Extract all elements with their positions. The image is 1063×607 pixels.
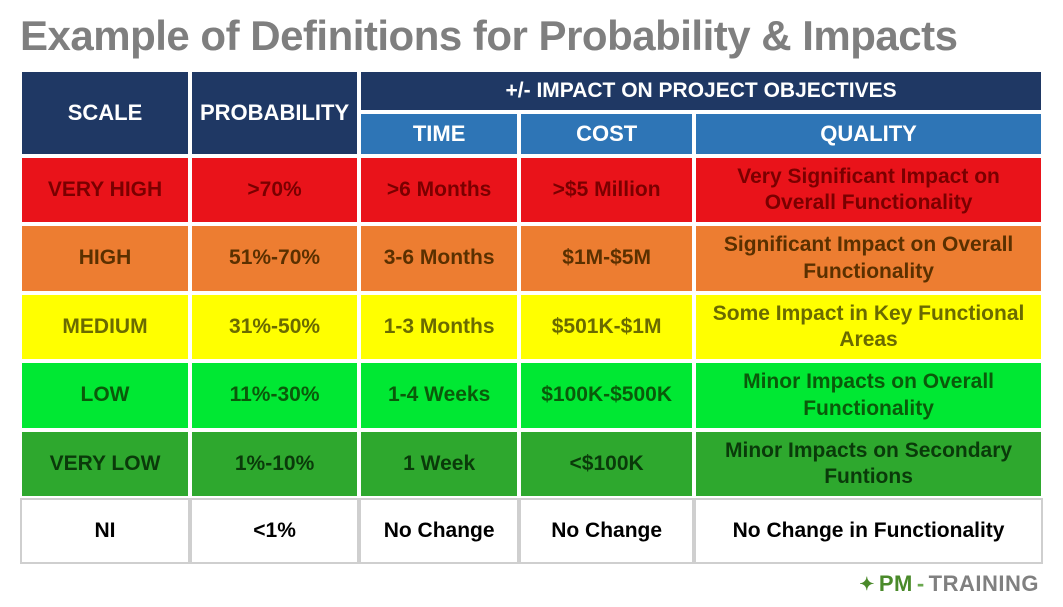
header-time: TIME [359,112,519,156]
logo-pm: PM [879,571,913,597]
cell-prob: 1%-10% [190,430,359,499]
table-row: VERY LOW 1%-10% 1 Week <$100K Minor Impa… [20,430,1043,499]
cell-scale: NI [20,498,190,564]
cell-cost: $100K-$500K [519,361,694,430]
cell-quality: Very Significant Impact on Overall Funct… [694,156,1043,225]
cell-prob: >70% [190,156,359,225]
cell-cost: $1M-$5M [519,224,694,293]
cell-prob: 11%-30% [190,361,359,430]
cell-scale: MEDIUM [20,293,190,362]
brand-logo: ✦ PM-TRAINING [859,571,1039,597]
cell-cost: No Change [519,498,694,564]
cell-scale: VERY HIGH [20,156,190,225]
cell-time: 1 Week [359,430,519,499]
header-scale: SCALE [20,70,190,156]
cell-prob: 31%-50% [190,293,359,362]
table-row: HIGH 51%-70% 3-6 Months $1M-$5M Signific… [20,224,1043,293]
page-title: Example of Definitions for Probability &… [20,12,1043,60]
cell-time: >6 Months [359,156,519,225]
cell-cost: $501K-$1M [519,293,694,362]
cell-quality: Minor Impacts on Overall Functionality [694,361,1043,430]
risk-matrix-table: SCALE PROBABILITY +/- IMPACT ON PROJECT … [20,70,1043,564]
header-impact-span: +/- IMPACT ON PROJECT OBJECTIVES [359,70,1043,112]
runner-icon: ✦ [859,574,875,595]
table-row: LOW 11%-30% 1-4 Weeks $100K-$500K Minor … [20,361,1043,430]
cell-time: 1-4 Weeks [359,361,519,430]
cell-cost: >$5 Million [519,156,694,225]
cell-scale: HIGH [20,224,190,293]
cell-scale: LOW [20,361,190,430]
header-probability: PROBABILITY [190,70,359,156]
logo-dash: - [917,571,925,597]
table-row: MEDIUM 31%-50% 1-3 Months $501K-$1M Some… [20,293,1043,362]
header-cost: COST [519,112,694,156]
logo-training: TRAINING [929,571,1039,597]
cell-cost: <$100K [519,430,694,499]
cell-quality: Some Impact in Key Functional Areas [694,293,1043,362]
cell-time: No Change [359,498,519,564]
table-row: NI <1% No Change No Change No Change in … [20,498,1043,564]
risk-matrix-body: VERY HIGH >70% >6 Months >$5 Million Ver… [20,156,1043,565]
table-row: VERY HIGH >70% >6 Months >$5 Million Ver… [20,156,1043,225]
cell-quality: Significant Impact on Overall Functional… [694,224,1043,293]
cell-scale: VERY LOW [20,430,190,499]
cell-quality: No Change in Functionality [694,498,1043,564]
cell-time: 1-3 Months [359,293,519,362]
cell-quality: Minor Impacts on Secondary Funtions [694,430,1043,499]
cell-prob: 51%-70% [190,224,359,293]
header-quality: QUALITY [694,112,1043,156]
cell-time: 3-6 Months [359,224,519,293]
cell-prob: <1% [190,498,359,564]
